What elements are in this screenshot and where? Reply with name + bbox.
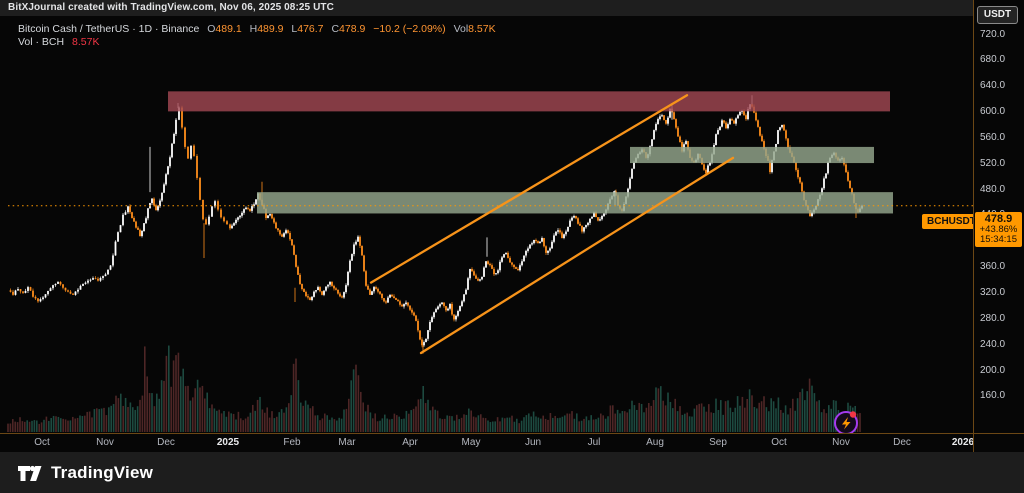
price-tick: 280.0: [980, 312, 1006, 324]
bar-countdown: 15:34:15: [980, 234, 1017, 246]
time-scale[interactable]: Oct Nov Dec 2025 Feb Mar Apr May Jun Jul Aug Sep Oct…: [0, 433, 975, 452]
chart-legend: Bitcoin Cash / TetherUS · 1D · Binance O…: [18, 23, 496, 49]
low-value: 476.7: [297, 23, 324, 35]
price-tick: 560.0: [980, 131, 1006, 143]
vol-study-value: 8.57K: [72, 36, 100, 48]
credit-text: BitXJournal created with TradingView.com…: [8, 2, 334, 13]
candlestick-chart-canvas[interactable]: [0, 16, 973, 452]
last-price-change-pct: +43.86%: [979, 223, 1018, 235]
time-tick-month: Dec: [157, 437, 175, 448]
legend-row-2: Vol · BCH 8.57K: [18, 36, 496, 49]
price-axis-border: [973, 0, 974, 452]
time-tick-month: Nov: [832, 437, 850, 448]
currency-unit-button[interactable]: USDT: [977, 6, 1018, 24]
symbol-title: Bitcoin Cash / TetherUS · 1D · Binance: [18, 23, 200, 35]
open-value: 489.1: [215, 23, 242, 35]
time-tick-month: Dec: [893, 437, 911, 448]
flash-event-icon: [834, 411, 858, 435]
symbol-price-tag: BCHUSDT: [922, 213, 976, 229]
price-tick: 480.0: [980, 183, 1006, 195]
legend-row-1: Bitcoin Cash / TetherUS · 1D · Binance O…: [18, 23, 496, 36]
credit-bar: BitXJournal created with TradingView.com…: [0, 0, 1024, 16]
price-tick: 320.0: [980, 286, 1006, 298]
time-tick-month: Feb: [283, 437, 301, 448]
time-axis-border: [0, 433, 1024, 434]
vol-study-label: Vol · BCH: [18, 36, 65, 48]
price-tick: 240.0: [980, 338, 1006, 350]
time-tick-month: Mar: [338, 437, 356, 448]
price-tick: 680.0: [980, 54, 1006, 66]
price-tick: 200.0: [980, 364, 1006, 376]
price-tick: 360.0: [980, 261, 1006, 273]
close-key: C: [331, 23, 340, 35]
tradingview-wordmark[interactable]: TradingView: [51, 462, 154, 482]
low-key: L: [291, 23, 298, 35]
price-tick: 600.0: [980, 106, 1006, 117]
time-tick-month: Apr: [402, 437, 418, 448]
time-tick-month: Sep: [709, 437, 727, 448]
high-key: H: [249, 23, 258, 35]
chart-pane[interactable]: Bitcoin Cash / TetherUS · 1D · Binance O…: [0, 16, 1024, 452]
change-value: −10.2 (−2.09%): [373, 23, 446, 35]
time-tick-month: May: [461, 437, 481, 448]
time-tick-year: 2026: [951, 437, 975, 448]
price-tick: 160.0: [980, 390, 1006, 402]
close-value: 478.9: [339, 23, 366, 35]
volume-key: Vol: [453, 23, 469, 35]
price-tick: 640.0: [980, 80, 1006, 92]
time-tick-month: Jul: [587, 437, 601, 448]
time-tick-month: Nov: [96, 437, 114, 448]
price-tick: 720.0: [980, 28, 1006, 40]
volume-value: 8.57K: [468, 23, 496, 35]
time-tick-month: Aug: [646, 437, 664, 448]
time-tick-month: Oct: [34, 437, 50, 448]
tradingview-logo-icon: [18, 465, 42, 481]
last-price-value: 478.9: [984, 212, 1013, 225]
open-key: O: [207, 23, 216, 35]
brand-bar: TradingView: [0, 452, 1024, 493]
time-tick-year: 2025: [216, 437, 240, 448]
high-value: 489.9: [257, 23, 284, 35]
last-price-label: 478.9 +43.86% 15:34:15: [975, 211, 1022, 247]
time-tick-month: Oct: [771, 437, 787, 448]
time-tick-month: Jun: [524, 437, 542, 448]
price-tick: 520.0: [980, 157, 1006, 169]
